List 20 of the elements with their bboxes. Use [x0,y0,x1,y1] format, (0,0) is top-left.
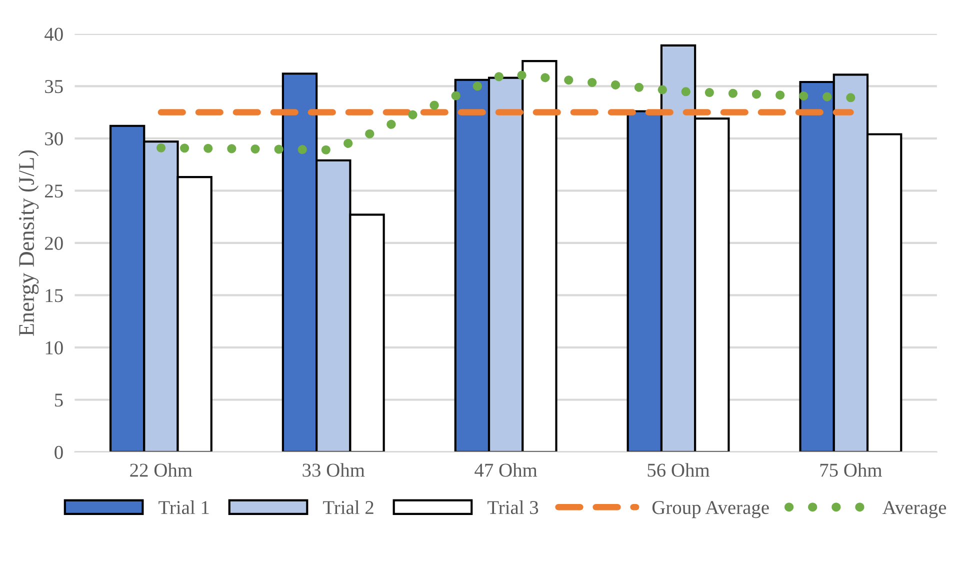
legend-label: Trial 2 [323,500,374,514]
x-tick-label: 56 Ohm [648,463,710,477]
x-tick-label: 33 Ohm [302,463,365,477]
y-tick-label: 10 [46,341,63,354]
y-tick-label: 20 [45,236,63,250]
y-tick-label: 5 [55,394,63,407]
y-tick-label: 15 [46,289,63,302]
legend-label: Trial 1 [158,500,209,514]
x-tick-label: 75 Ohm [820,463,882,477]
legend-label: Average [882,501,946,518]
y-tick-label: 0 [54,446,63,459]
x-tick-label: 47 Ohm [474,463,538,477]
y-tick-label: 25 [45,184,63,198]
y-tick-label: 40 [44,28,63,41]
legend-label: Group Average [652,501,769,518]
legend-label: Trial 3 [488,500,538,514]
x-tick-label: 22 Ohm [130,463,192,477]
y-axis-title: Energy Density (J/L) [18,150,39,336]
y-tick-label: 35 [45,80,63,94]
y-tick-label: 30 [45,132,63,146]
